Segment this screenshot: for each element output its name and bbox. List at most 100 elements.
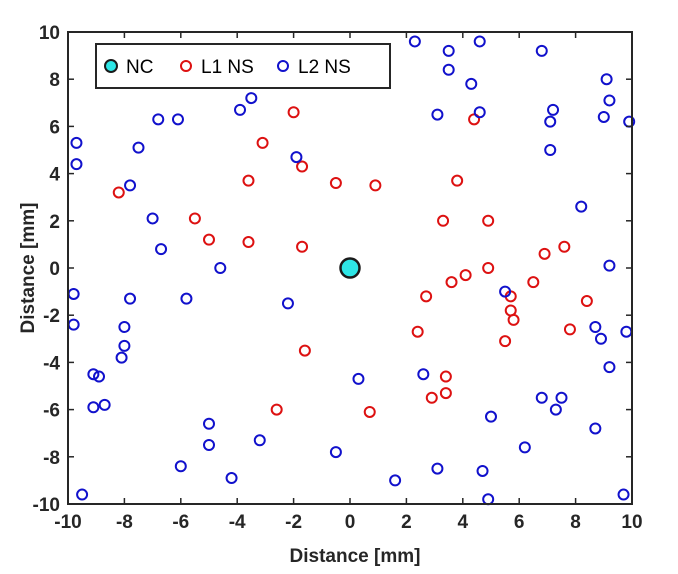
data-point — [603, 259, 616, 272]
data-point — [538, 247, 551, 260]
data-point — [442, 63, 455, 76]
data-point — [600, 73, 613, 86]
data-point — [290, 151, 303, 164]
data-point — [70, 136, 83, 149]
data-point — [417, 368, 430, 381]
data-point — [363, 405, 376, 418]
data-point — [180, 292, 193, 305]
y-tick-label: -10 — [33, 495, 60, 516]
data-point — [445, 276, 458, 289]
data-point — [439, 387, 452, 400]
x-axis-label: Distance [mm] — [290, 546, 421, 567]
data-point — [558, 240, 571, 253]
data-point — [518, 441, 531, 454]
data-point — [171, 113, 184, 126]
data-point — [298, 344, 311, 357]
data-point — [124, 292, 137, 305]
y-tick-label: -8 — [43, 448, 60, 469]
data-point — [245, 92, 258, 105]
x-tick-label: 2 — [401, 512, 412, 533]
data-point — [256, 136, 269, 149]
legend: NC L1 NS L2 NS — [95, 43, 391, 89]
data-point — [152, 113, 165, 126]
legend-marker — [277, 60, 289, 72]
data-point — [575, 200, 588, 213]
data-point — [499, 285, 512, 298]
data-point — [425, 391, 438, 404]
data-point — [476, 464, 489, 477]
data-point — [155, 243, 168, 256]
data-point — [594, 332, 607, 345]
data-point — [225, 472, 238, 485]
data-point — [253, 434, 266, 447]
y-tick-label: 0 — [49, 259, 60, 280]
data-point — [287, 106, 300, 119]
data-point — [124, 179, 137, 192]
data-point — [329, 177, 342, 190]
data-point — [132, 141, 145, 154]
legend-marker — [180, 60, 192, 72]
x-tick-label: -6 — [172, 512, 189, 533]
data-point — [589, 422, 602, 435]
data-point — [563, 323, 576, 336]
data-point — [468, 113, 481, 126]
legend-label: NC — [126, 57, 153, 78]
y-tick-label: -6 — [43, 401, 60, 422]
y-tick-label: -2 — [43, 306, 60, 327]
data-point — [118, 321, 131, 333]
data-point — [439, 370, 452, 383]
y-tick-label: 6 — [49, 117, 60, 138]
data-point — [544, 115, 557, 128]
data-point — [118, 339, 131, 352]
y-tick-label: 10 — [39, 23, 60, 44]
x-tick-label: 0 — [345, 512, 356, 533]
legend-label: L2 NS — [298, 57, 351, 78]
data-point — [451, 174, 464, 187]
data-point — [87, 401, 100, 414]
legend-box — [95, 43, 391, 89]
data-point — [115, 351, 128, 364]
data-point — [459, 269, 472, 282]
data-point — [369, 179, 382, 192]
data-point — [603, 361, 616, 374]
data-point — [270, 403, 283, 416]
data-point — [70, 158, 83, 171]
data-point — [603, 94, 616, 107]
x-tick-label: -8 — [116, 512, 133, 533]
data-point — [411, 325, 424, 338]
x-tick-label: 8 — [570, 512, 581, 533]
data-point — [580, 295, 593, 308]
data-point — [465, 77, 478, 90]
data-point — [535, 44, 548, 57]
data-point — [188, 212, 201, 225]
plot-area — [67, 35, 636, 506]
data-point — [203, 233, 215, 246]
data-point — [499, 335, 512, 348]
data-point — [482, 262, 495, 274]
data-point — [431, 462, 444, 475]
data-point — [352, 372, 365, 385]
data-point — [174, 460, 187, 473]
y-tick-label: -4 — [43, 353, 60, 374]
data-point — [296, 240, 309, 253]
data-point — [408, 35, 421, 48]
data-point — [482, 214, 495, 227]
data-point — [242, 236, 255, 249]
x-tick-label: -10 — [54, 512, 81, 533]
data-point — [473, 35, 486, 48]
data-point — [473, 106, 486, 119]
x-tick-label: -4 — [229, 512, 246, 533]
data-point — [389, 474, 402, 487]
data-point — [146, 212, 159, 225]
data-point — [296, 160, 309, 173]
data-point — [93, 370, 106, 383]
data-point — [98, 398, 111, 411]
data-point — [617, 488, 630, 501]
series-l1-ns — [112, 106, 593, 418]
data-point — [597, 110, 610, 123]
data-point — [442, 44, 455, 57]
data-point — [214, 262, 227, 274]
x-tick-label: 4 — [458, 512, 469, 533]
data-point — [589, 321, 602, 333]
